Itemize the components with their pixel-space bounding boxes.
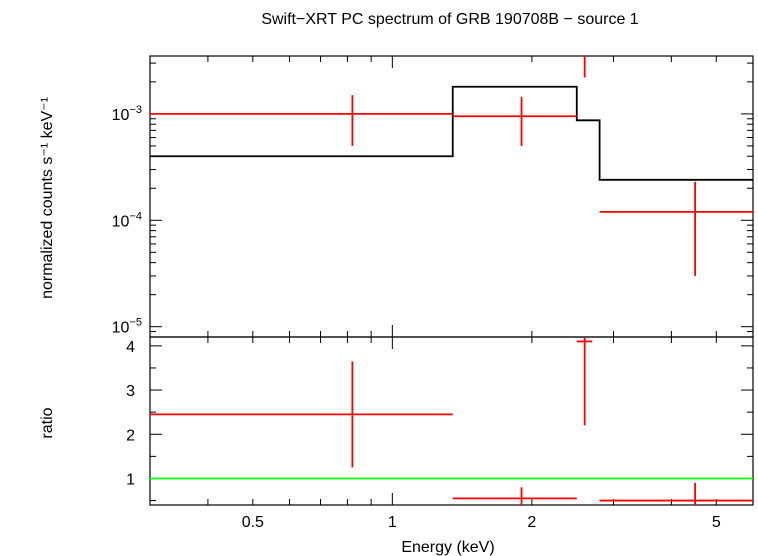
- x-tick-label: 5: [712, 514, 721, 531]
- ratio-y-tick-label: 4: [126, 339, 135, 356]
- ratio-data-point: [576, 337, 593, 426]
- ratio-data-point: [452, 487, 577, 505]
- ratio-y-tick-label: 3: [126, 383, 135, 400]
- spectrum-data-point: [452, 96, 577, 146]
- model-step-line: [150, 85, 753, 181]
- ratio-y-axis-label: ratio: [39, 407, 56, 438]
- ratio-data-point: [599, 482, 753, 505]
- spectrum-data-point: [599, 181, 753, 276]
- y-tick-label: 10−5: [112, 317, 142, 337]
- y-tick-label: 10−4: [112, 210, 142, 230]
- x-tick-label: 1: [388, 514, 397, 531]
- spectrum-panel-frame: [149, 55, 754, 338]
- x-axis-label: Energy (keV): [401, 539, 494, 556]
- ratio-data-point: [150, 361, 453, 468]
- plot-layer: 0.5 1 2 5 10−3 10−4 10−5 1 2 3 4: [112, 55, 754, 531]
- chart-title: Swift−XRT PC spectrum of GRB 190708B − s…: [261, 11, 638, 28]
- ratio-panel-frame: [149, 336, 754, 506]
- ratio-y-tick-label: 1: [126, 471, 135, 488]
- spectrum-data-point: [150, 95, 453, 146]
- ratio-y-tick-label: 2: [126, 427, 135, 444]
- x-tick-label: 0.5: [242, 514, 264, 531]
- top-y-axis-label: normalized counts s⁻¹ keV⁻¹: [39, 97, 56, 299]
- x-tick-label: 2: [527, 514, 536, 531]
- y-tick-label: 10−3: [112, 104, 142, 124]
